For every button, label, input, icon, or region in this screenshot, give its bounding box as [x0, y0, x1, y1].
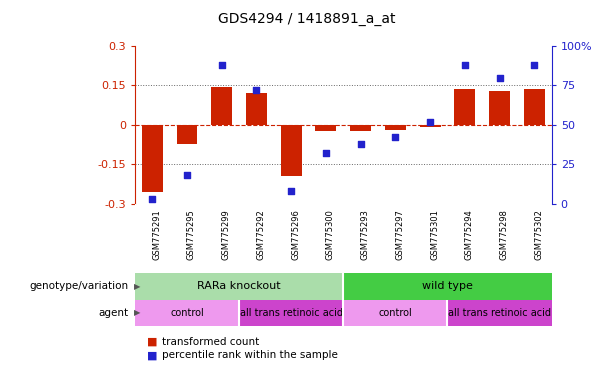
Text: GSM775296: GSM775296 [291, 209, 300, 260]
Bar [343, 273, 552, 300]
Text: GSM775300: GSM775300 [326, 209, 335, 260]
Point [460, 62, 470, 68]
Text: ▶: ▶ [134, 308, 140, 318]
Text: agent: agent [99, 308, 129, 318]
Bar [447, 300, 552, 326]
Text: GSM775291: GSM775291 [152, 209, 161, 260]
Bar [420, 125, 441, 127]
Bar [135, 273, 343, 300]
Text: GSM775301: GSM775301 [430, 209, 439, 260]
Bar [524, 89, 545, 125]
Text: GDS4294 / 1418891_a_at: GDS4294 / 1418891_a_at [218, 12, 395, 25]
Text: genotype/variation: genotype/variation [29, 281, 129, 291]
Text: wild type: wild type [422, 281, 473, 291]
Text: GSM775295: GSM775295 [187, 209, 196, 260]
Text: GSM775292: GSM775292 [256, 209, 265, 260]
Text: GSM775297: GSM775297 [395, 209, 405, 260]
Bar [350, 125, 371, 131]
Text: ■: ■ [147, 350, 158, 360]
Bar [385, 125, 406, 130]
Text: transformed count: transformed count [162, 337, 260, 347]
Bar [211, 87, 232, 125]
Point [251, 87, 261, 93]
Point [286, 188, 296, 194]
Point [495, 74, 504, 81]
Bar [239, 300, 343, 326]
Bar [343, 300, 447, 326]
Point [356, 141, 365, 147]
Text: all trans retinoic acid: all trans retinoic acid [240, 308, 343, 318]
Point [321, 150, 331, 156]
Text: percentile rank within the sample: percentile rank within the sample [162, 350, 338, 360]
Point [182, 172, 192, 178]
Text: RARa knockout: RARa knockout [197, 281, 281, 291]
Bar [246, 93, 267, 125]
Text: GSM775302: GSM775302 [535, 209, 543, 260]
Text: GSM775298: GSM775298 [500, 209, 509, 260]
Text: control: control [170, 308, 204, 318]
Text: control: control [378, 308, 413, 318]
Point [147, 196, 157, 202]
Point [390, 134, 400, 141]
Bar [142, 125, 162, 192]
Bar [454, 89, 475, 125]
Text: ▶: ▶ [134, 281, 140, 291]
Bar [316, 125, 337, 131]
Point [217, 62, 227, 68]
Point [530, 62, 539, 68]
Point [425, 119, 435, 125]
Bar [281, 125, 302, 176]
Bar [489, 91, 510, 125]
Text: GSM775293: GSM775293 [360, 209, 370, 260]
Text: GSM775294: GSM775294 [465, 209, 474, 260]
Text: ■: ■ [147, 337, 158, 347]
Bar [177, 125, 197, 144]
Text: all trans retinoic acid: all trans retinoic acid [448, 308, 551, 318]
Text: GSM775299: GSM775299 [222, 209, 230, 260]
Bar [135, 300, 239, 326]
